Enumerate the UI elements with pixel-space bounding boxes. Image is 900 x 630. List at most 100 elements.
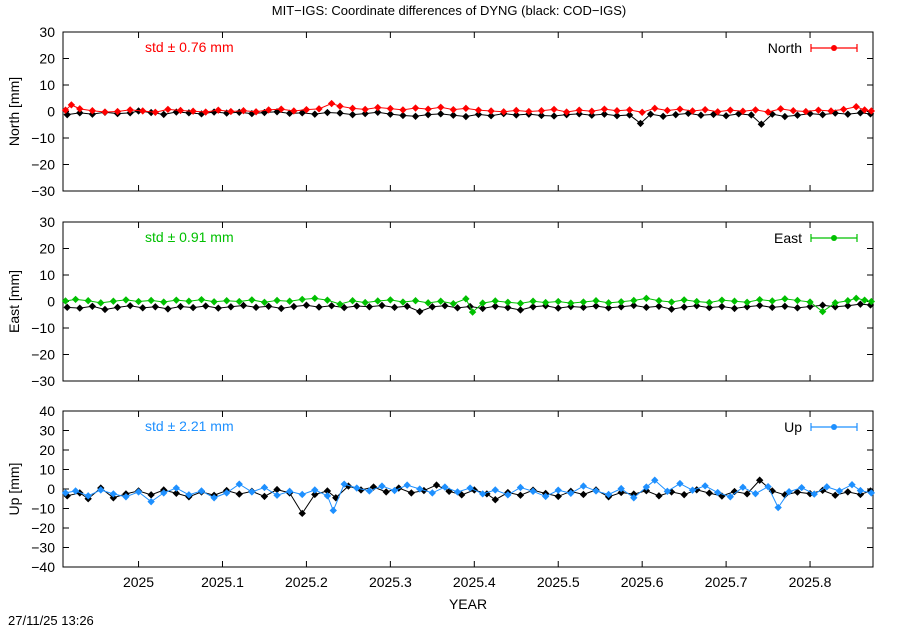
y-tick-label-up: 0 xyxy=(47,481,55,497)
y-tick-label-north: 10 xyxy=(39,77,55,93)
data-point xyxy=(529,303,537,311)
data-point xyxy=(416,307,424,316)
data-point xyxy=(424,111,432,119)
y-tick-label-north: −10 xyxy=(31,130,55,146)
data-point xyxy=(810,490,818,498)
data-point xyxy=(764,482,772,491)
data-point xyxy=(768,303,776,312)
data-point xyxy=(730,487,739,496)
y-axis-label-north: North [mm] xyxy=(6,77,22,146)
data-point xyxy=(197,487,206,495)
data-point xyxy=(852,294,860,302)
data-point xyxy=(336,109,344,117)
data-point xyxy=(210,494,218,502)
data-point xyxy=(785,488,793,496)
data-point xyxy=(403,302,411,310)
data-point xyxy=(768,487,776,495)
data-point xyxy=(680,303,688,311)
data-point xyxy=(160,110,168,119)
data-point xyxy=(504,303,512,312)
data-point xyxy=(411,297,420,305)
data-point xyxy=(139,107,147,115)
data-point xyxy=(147,108,155,117)
data-point xyxy=(659,112,667,120)
legend-label-up: Up xyxy=(784,419,802,435)
data-point xyxy=(600,105,609,113)
data-point xyxy=(311,110,319,118)
data-point xyxy=(642,483,651,491)
data-point xyxy=(730,297,739,305)
y-tick-label-up: −10 xyxy=(31,501,55,517)
panel-north: 30 20 10 0 −10 −20 −30 North [mm] std ± 0.76 mm N… xyxy=(6,24,875,199)
data-point xyxy=(399,106,407,114)
data-point xyxy=(239,107,248,115)
data-point xyxy=(701,105,709,114)
data-point xyxy=(617,303,625,311)
data-point xyxy=(479,299,487,307)
data-point xyxy=(160,489,168,497)
data-point xyxy=(97,299,105,307)
data-point xyxy=(113,303,122,312)
data-point xyxy=(504,491,512,499)
data-point xyxy=(479,304,487,313)
data-point xyxy=(386,110,395,118)
x-axis-label: YEAR xyxy=(449,596,487,612)
data-point xyxy=(848,481,856,489)
data-point xyxy=(491,486,499,494)
data-point xyxy=(844,488,852,496)
data-point xyxy=(743,490,751,498)
data-point xyxy=(667,298,676,306)
y-tick-label-north: 20 xyxy=(39,51,55,67)
data-point xyxy=(793,304,802,312)
data-point xyxy=(693,302,701,310)
data-point xyxy=(860,106,869,114)
data-point xyxy=(437,110,445,118)
data-point xyxy=(63,303,71,312)
data-point xyxy=(604,299,613,307)
data-point xyxy=(655,297,663,305)
data-point xyxy=(781,295,789,303)
data-point xyxy=(768,297,776,305)
data-point xyxy=(185,297,193,305)
data-point xyxy=(285,487,294,496)
y-tick-label-up: −20 xyxy=(31,520,55,536)
panel-up: 40 30 20 10 0 −10 −20 −30 −40 2025 2025.1 2025.2 202… xyxy=(6,403,875,590)
data-point xyxy=(818,307,827,316)
data-point xyxy=(680,490,688,499)
data-point xyxy=(264,106,273,114)
std-label-north: std ± 0.76 mm xyxy=(145,39,234,55)
y-tick-label-east: 0 xyxy=(47,294,55,310)
data-point xyxy=(705,298,713,307)
data-point xyxy=(655,302,663,310)
data-point xyxy=(491,302,499,310)
data-point xyxy=(260,298,269,306)
data-point xyxy=(604,304,613,312)
data-point xyxy=(701,482,709,490)
data-point xyxy=(323,492,332,500)
data-point xyxy=(718,296,726,304)
data-point xyxy=(327,99,336,108)
data-point xyxy=(726,493,734,501)
panel-east: 30 20 10 0 −10 −20 −30 East [mm] std ± 0.91 mm Ea… xyxy=(6,214,875,389)
data-point xyxy=(655,492,663,500)
data-point xyxy=(793,296,802,305)
y-tick-label-east: 30 xyxy=(39,214,55,230)
data-point xyxy=(751,106,760,114)
y-tick-label-east: −30 xyxy=(31,373,55,389)
data-point xyxy=(651,476,659,484)
data-point xyxy=(223,297,231,305)
data-point xyxy=(365,487,374,495)
data-point xyxy=(781,302,789,310)
data-point xyxy=(353,484,361,492)
data-point xyxy=(856,300,865,308)
data-point xyxy=(625,111,634,119)
data-point xyxy=(617,484,625,493)
data-point xyxy=(172,489,180,497)
data-point xyxy=(311,294,319,302)
data-point xyxy=(663,487,672,496)
data-point xyxy=(411,112,420,120)
data-point xyxy=(101,305,109,314)
x-tick-label: 2025.8 xyxy=(789,574,832,590)
data-point xyxy=(151,303,160,311)
data-point xyxy=(252,108,260,116)
